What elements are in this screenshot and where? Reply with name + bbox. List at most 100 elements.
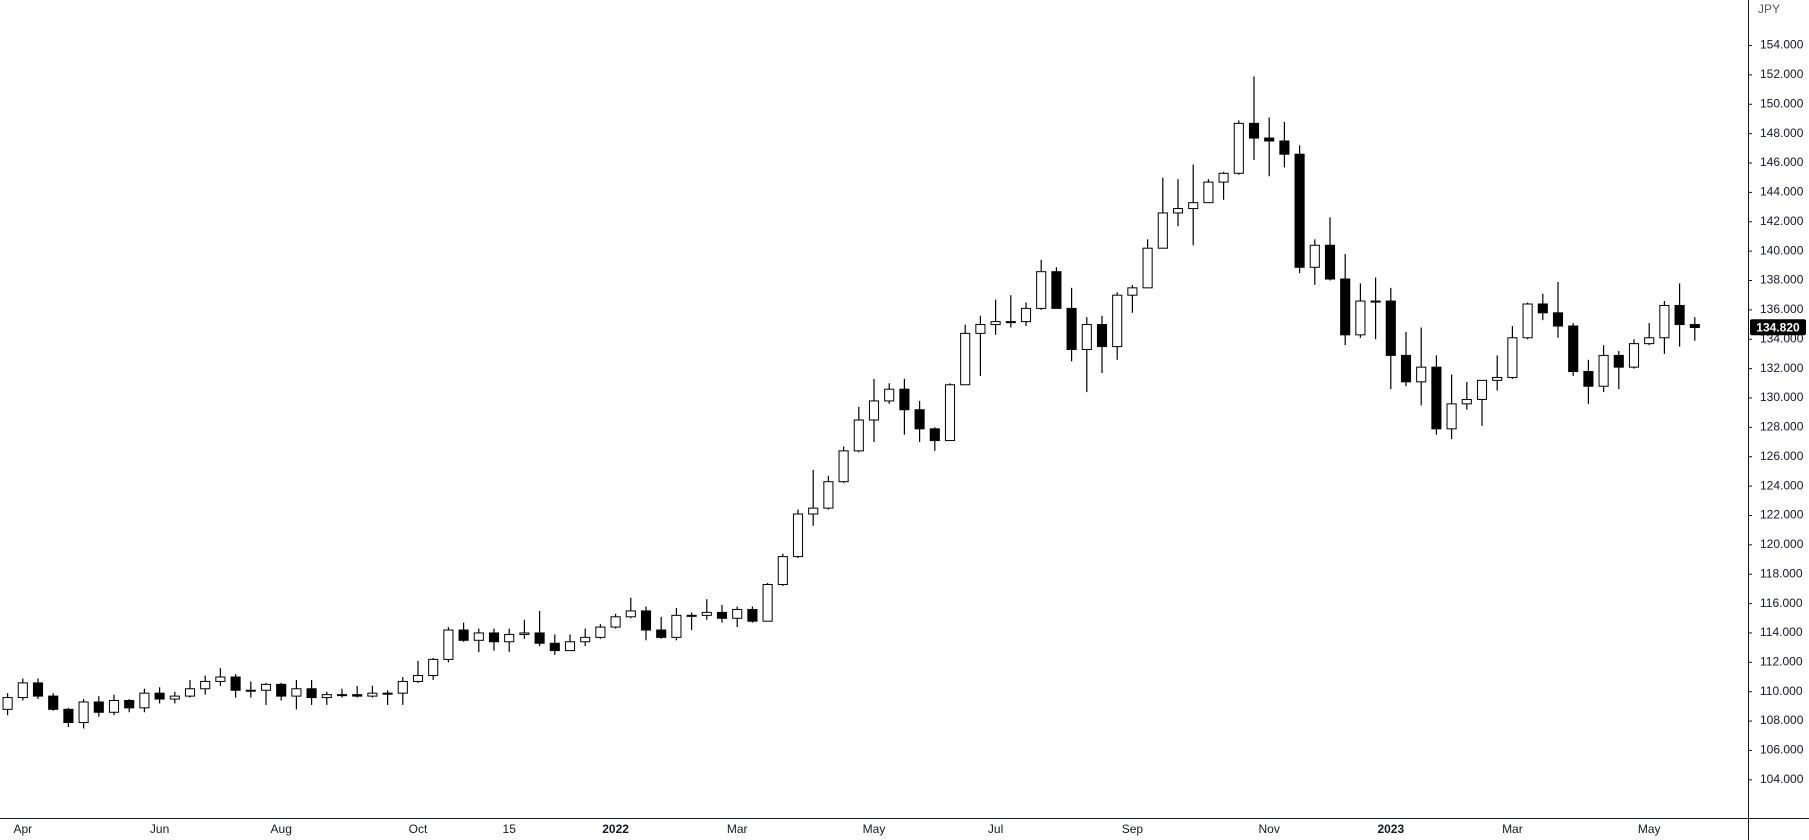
- candle-body: [1583, 371, 1594, 387]
- x-tick-label: Apr: [13, 822, 32, 836]
- candle-body: [215, 676, 226, 682]
- y-tick-label: 124.000: [1760, 478, 1804, 492]
- candle-body: [1264, 137, 1275, 142]
- candle-body: [1552, 312, 1564, 327]
- x-tick-label: Aug: [271, 822, 292, 836]
- candle-body: [504, 633, 515, 643]
- candle-body: [1689, 324, 1700, 328]
- candle-body: [960, 332, 971, 386]
- candle-body: [853, 419, 864, 452]
- x-tick-label: Nov: [1259, 822, 1280, 836]
- y-tick-label: 138.000: [1760, 273, 1804, 287]
- candle-body: [1431, 366, 1442, 430]
- candle-body: [1051, 271, 1062, 309]
- candle-body: [473, 632, 484, 641]
- candle-body: [48, 695, 59, 710]
- y-tick-label: 114.000: [1760, 625, 1803, 639]
- candle-body: [1112, 294, 1123, 348]
- y-tick-label: 110.000: [1760, 684, 1803, 698]
- candle-body: [1279, 140, 1290, 155]
- x-tick-label: Mar: [727, 822, 748, 836]
- x-tick-label: Jul: [988, 822, 1003, 836]
- candle-body: [230, 676, 241, 691]
- y-tick-label: 128.000: [1760, 420, 1804, 434]
- candle-body: [321, 694, 332, 699]
- x-tick-label: 15: [503, 822, 517, 836]
- candle-body: [534, 632, 545, 644]
- candle-body: [1324, 244, 1336, 280]
- candle-body: [640, 610, 652, 631]
- candle-body: [1568, 325, 1579, 373]
- candle-body: [808, 507, 819, 515]
- candle-body: [291, 688, 302, 697]
- candle-body: [1005, 321, 1016, 324]
- candle-body: [1613, 354, 1624, 368]
- candle-body: [1081, 324, 1092, 351]
- candle-body: [200, 680, 211, 690]
- candle-body: [1461, 398, 1472, 405]
- candle-body: [382, 692, 393, 695]
- candle-body: [595, 626, 606, 638]
- candle-body: [1020, 307, 1032, 323]
- candle-body: [823, 481, 834, 509]
- candle-body: [671, 614, 682, 638]
- y-tick-label: 132.000: [1760, 361, 1804, 375]
- x-tick-label: Sep: [1122, 822, 1144, 836]
- candle-body: [78, 701, 89, 724]
- candle-body: [352, 694, 363, 697]
- candle-body: [610, 616, 621, 628]
- candle-body: [1248, 122, 1260, 139]
- candle-body: [1309, 244, 1320, 268]
- candle-body: [929, 428, 940, 442]
- candle-body: [306, 688, 317, 699]
- candle-body: [336, 694, 348, 697]
- candle-body: [1674, 304, 1685, 326]
- candle-body: [564, 641, 576, 652]
- unit-label: JPY: [1758, 2, 1780, 16]
- candle-body: [154, 692, 165, 700]
- candle-body: [868, 400, 880, 421]
- candle-body: [1507, 337, 1518, 378]
- candle-body: [169, 695, 180, 700]
- candle-body: [458, 629, 469, 641]
- candle-body: [367, 692, 378, 697]
- candle-body: [488, 632, 500, 643]
- candle-body: [762, 583, 773, 622]
- x-tick-label: 2022: [602, 822, 629, 836]
- candle-body: [1142, 247, 1153, 289]
- candle-body: [1400, 354, 1412, 383]
- candle-body: [93, 701, 104, 713]
- y-tick-label: 136.000: [1760, 302, 1804, 316]
- candle-body: [899, 388, 910, 411]
- y-tick-label: 104.000: [1760, 772, 1804, 786]
- candle-body: [1096, 324, 1108, 348]
- x-tick-label: 2023: [1377, 822, 1404, 836]
- y-tick-label: 154.000: [1760, 38, 1804, 52]
- candle-body: [1476, 379, 1488, 400]
- candle-body: [914, 409, 925, 430]
- candle-body: [975, 324, 986, 334]
- candle-body: [139, 692, 150, 709]
- price-tag-text: 134.820: [1756, 320, 1800, 334]
- candle-body: [1340, 278, 1351, 336]
- candle-body: [792, 513, 804, 558]
- candle-body: [686, 614, 697, 617]
- y-tick-label: 146.000: [1760, 155, 1804, 169]
- candle-body: [519, 632, 530, 635]
- candle-body: [1598, 354, 1609, 387]
- candle-body: [716, 611, 728, 619]
- y-tick-label: 144.000: [1760, 185, 1804, 199]
- candle-body: [184, 688, 196, 697]
- x-tick-label: May: [1638, 822, 1661, 836]
- candle-body: [625, 610, 636, 618]
- candle-body: [884, 388, 895, 402]
- candle-body: [1446, 403, 1457, 430]
- y-tick-label: 112.000: [1760, 655, 1803, 669]
- candle-body: [1203, 181, 1214, 204]
- y-tick-label: 108.000: [1760, 713, 1804, 727]
- candle-body: [1355, 300, 1366, 336]
- candle-body: [428, 658, 439, 677]
- candle-body: [944, 384, 956, 442]
- candle-body: [276, 683, 287, 697]
- candle-body: [1157, 212, 1168, 249]
